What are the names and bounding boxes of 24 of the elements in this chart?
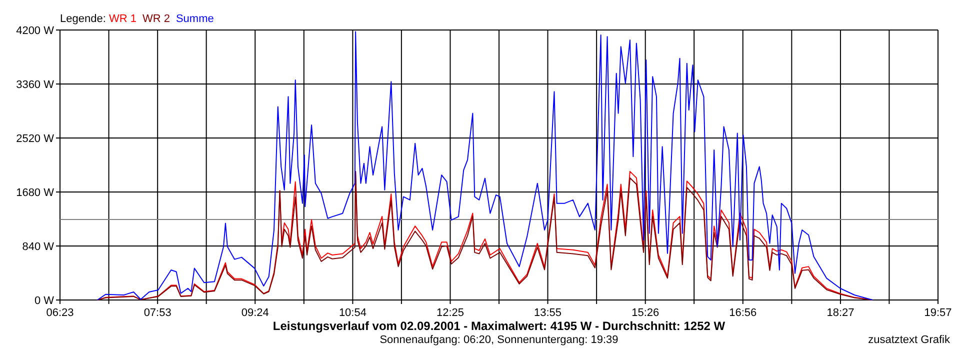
text: WR 1 (108, 13, 136, 25)
text: Leistungsverlauf vom 02.09.2001 - Maximalwert: 4195 W - Durchschnitt: 1252 W (272, 319, 726, 333)
x-tick-label: 18:27 (826, 307, 854, 319)
y-tick-label: 2520 W (16, 132, 55, 145)
x-tick-label: 19:57 (924, 307, 952, 319)
x-tick-label: 12:25 (436, 307, 464, 319)
text: Summe (176, 13, 214, 25)
legend-title: Legende: (60, 13, 109, 25)
line-series (96, 31, 874, 300)
y-tick-label: 1680 W (16, 186, 55, 199)
y-tick-label: 0 W (34, 294, 55, 307)
x-tick-label: 06:23 (46, 307, 74, 319)
x-tick-label: 09:24 (241, 307, 269, 319)
text: Sonnenaufgang: 06:20, Sonnenuntergang: 19:39 (380, 334, 618, 346)
x-tick-label: 15:26 (632, 307, 660, 319)
y-tick-label: 840 W (22, 240, 55, 253)
y-tick-label: 4200 W (16, 24, 55, 37)
x-tick-label: 13:55 (534, 307, 562, 319)
text: WR 2 (142, 13, 170, 25)
y-tick-label: 3360 W (16, 78, 55, 91)
x-tick-label: 10:54 (338, 307, 366, 319)
text: zusatztext Grafik (868, 334, 950, 346)
x-tick-label: 07:53 (144, 307, 172, 319)
x-tick-label: 16:56 (729, 307, 757, 319)
